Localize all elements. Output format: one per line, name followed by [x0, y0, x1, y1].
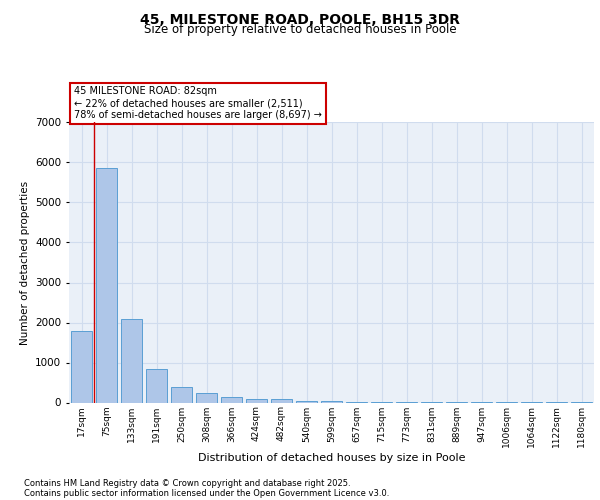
- Bar: [196, 392, 217, 402]
- Bar: [121, 318, 142, 402]
- Bar: [246, 400, 267, 402]
- Text: 45 MILESTONE ROAD: 82sqm
← 22% of detached houses are smaller (2,511)
78% of sem: 45 MILESTONE ROAD: 82sqm ← 22% of detach…: [74, 86, 322, 120]
- Bar: [171, 388, 192, 402]
- Text: Size of property relative to detached houses in Poole: Size of property relative to detached ho…: [143, 22, 457, 36]
- Bar: [221, 396, 242, 402]
- Bar: [296, 400, 317, 402]
- Bar: [271, 398, 292, 402]
- Y-axis label: Number of detached properties: Number of detached properties: [20, 180, 29, 344]
- X-axis label: Distribution of detached houses by size in Poole: Distribution of detached houses by size …: [198, 453, 465, 463]
- Bar: [71, 330, 92, 402]
- Text: 45, MILESTONE ROAD, POOLE, BH15 3DR: 45, MILESTONE ROAD, POOLE, BH15 3DR: [140, 12, 460, 26]
- Text: Contains public sector information licensed under the Open Government Licence v3: Contains public sector information licen…: [24, 488, 389, 498]
- Bar: [146, 370, 167, 402]
- Text: Contains HM Land Registry data © Crown copyright and database right 2025.: Contains HM Land Registry data © Crown c…: [24, 478, 350, 488]
- Bar: [96, 168, 117, 402]
